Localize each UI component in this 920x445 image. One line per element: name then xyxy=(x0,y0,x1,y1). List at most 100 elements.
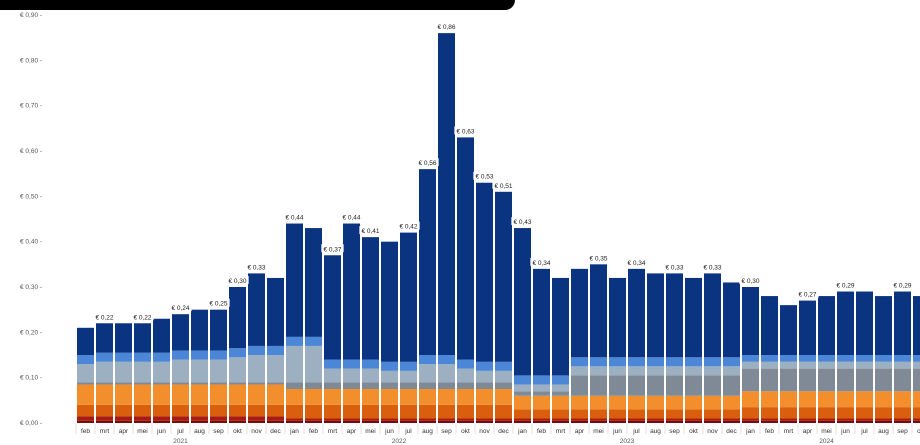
data-label: € 0,33 xyxy=(247,264,265,271)
bar-segment xyxy=(400,418,417,421)
data-label-bg xyxy=(359,226,382,235)
bar-segment xyxy=(571,366,588,376)
data-label: € 0,33 xyxy=(665,264,683,271)
x-tick-label: aug xyxy=(194,428,205,435)
data-label-bg xyxy=(93,312,116,321)
data-label: € 0,44 xyxy=(285,215,303,222)
bar-segment xyxy=(324,382,341,389)
bar-segment xyxy=(248,416,265,421)
bar-segment xyxy=(913,418,920,421)
bar-segment xyxy=(153,361,170,383)
bar-segment xyxy=(818,361,835,369)
bar-segment xyxy=(666,418,683,421)
bar-segment xyxy=(153,318,170,353)
y-tick-label: € 0,20 - xyxy=(20,329,42,336)
bar-segment xyxy=(875,418,892,421)
bar-segment xyxy=(286,418,303,421)
bar-segment xyxy=(229,416,246,421)
bar-segment xyxy=(723,409,740,419)
bar-segment xyxy=(723,282,740,358)
x-tick-label: jul xyxy=(176,428,184,435)
bar-segment xyxy=(381,404,398,419)
bar-segment xyxy=(894,391,911,408)
bar-segment xyxy=(875,368,892,392)
bar-segment xyxy=(362,359,379,369)
x-tick-label: okt xyxy=(461,428,470,435)
bar-segment xyxy=(552,418,569,421)
bar-segment xyxy=(533,395,550,410)
bar-segment xyxy=(666,409,683,419)
bar-segment xyxy=(96,404,113,417)
bar-segment xyxy=(818,368,835,392)
bar-segment xyxy=(818,420,835,423)
bar-segment xyxy=(362,404,379,419)
bar-segment xyxy=(742,287,759,355)
bar-segment xyxy=(704,273,721,358)
data-label: € 0,37 xyxy=(323,246,341,253)
bar-segment xyxy=(381,241,398,362)
bar-segment xyxy=(134,404,151,417)
data-label: € 0,25 xyxy=(209,301,227,308)
bar-segment xyxy=(685,375,702,396)
bar-segment xyxy=(77,384,94,405)
bar-segment xyxy=(647,366,664,376)
bar-segment xyxy=(400,404,417,419)
bar-segment xyxy=(457,382,474,389)
bar-segment xyxy=(134,361,151,383)
bar-segment xyxy=(590,418,607,421)
bar-segment xyxy=(343,418,360,421)
bar-segment xyxy=(153,404,170,417)
bar-segment xyxy=(229,357,246,383)
bar-segment xyxy=(476,182,493,362)
bar-segment xyxy=(761,355,778,362)
bar-segment xyxy=(894,355,911,362)
bar-segment xyxy=(191,359,208,383)
bar-segment xyxy=(894,291,911,355)
bar-segment xyxy=(818,418,835,421)
bar-segment xyxy=(457,418,474,421)
bar-segment xyxy=(210,350,227,360)
y-tick-label: € 0,50 - xyxy=(20,193,42,200)
bar-segment xyxy=(685,420,702,423)
bar-segment xyxy=(818,355,835,362)
data-label-bg xyxy=(530,257,553,266)
bar-segment xyxy=(248,345,265,355)
bar-segment xyxy=(761,296,778,355)
data-label: € 0,42 xyxy=(399,224,417,231)
bar-segment xyxy=(248,355,265,383)
bar-segment xyxy=(590,264,607,358)
x-tick-label: mei xyxy=(821,428,831,435)
bar-segment xyxy=(799,407,816,419)
bar-segment xyxy=(362,420,379,423)
bar-segment xyxy=(514,409,531,419)
bar-segment xyxy=(666,375,683,396)
bar-segment xyxy=(875,296,892,355)
bar-segment xyxy=(685,357,702,367)
bar-segment xyxy=(685,366,702,376)
bar-segment xyxy=(191,404,208,417)
bar-segment xyxy=(571,409,588,419)
bar-segment xyxy=(400,361,417,371)
bar-segment xyxy=(381,389,398,405)
x-tick-label: feb xyxy=(765,428,774,435)
bar-segment xyxy=(343,389,360,405)
bar-segment xyxy=(799,391,816,408)
bar-segment xyxy=(514,228,531,376)
x-tick-label: mei xyxy=(593,428,603,435)
bar-segment xyxy=(628,268,645,358)
bar-segment xyxy=(742,407,759,419)
bar-segment xyxy=(153,382,170,385)
bar-segment xyxy=(875,355,892,362)
bar-segment xyxy=(324,368,341,383)
data-label: € 0,53 xyxy=(475,174,493,181)
bar-segment xyxy=(267,355,284,383)
bar-segment xyxy=(476,382,493,389)
bar-segment xyxy=(438,382,455,389)
x-tick-label: apr xyxy=(803,428,813,435)
bar-segment xyxy=(552,384,569,392)
bar-segment xyxy=(704,395,721,410)
y-tick-label: € 0,90 - xyxy=(20,12,42,19)
bar-segment xyxy=(590,395,607,410)
bar-segment xyxy=(856,420,873,423)
bar-segment xyxy=(400,389,417,405)
